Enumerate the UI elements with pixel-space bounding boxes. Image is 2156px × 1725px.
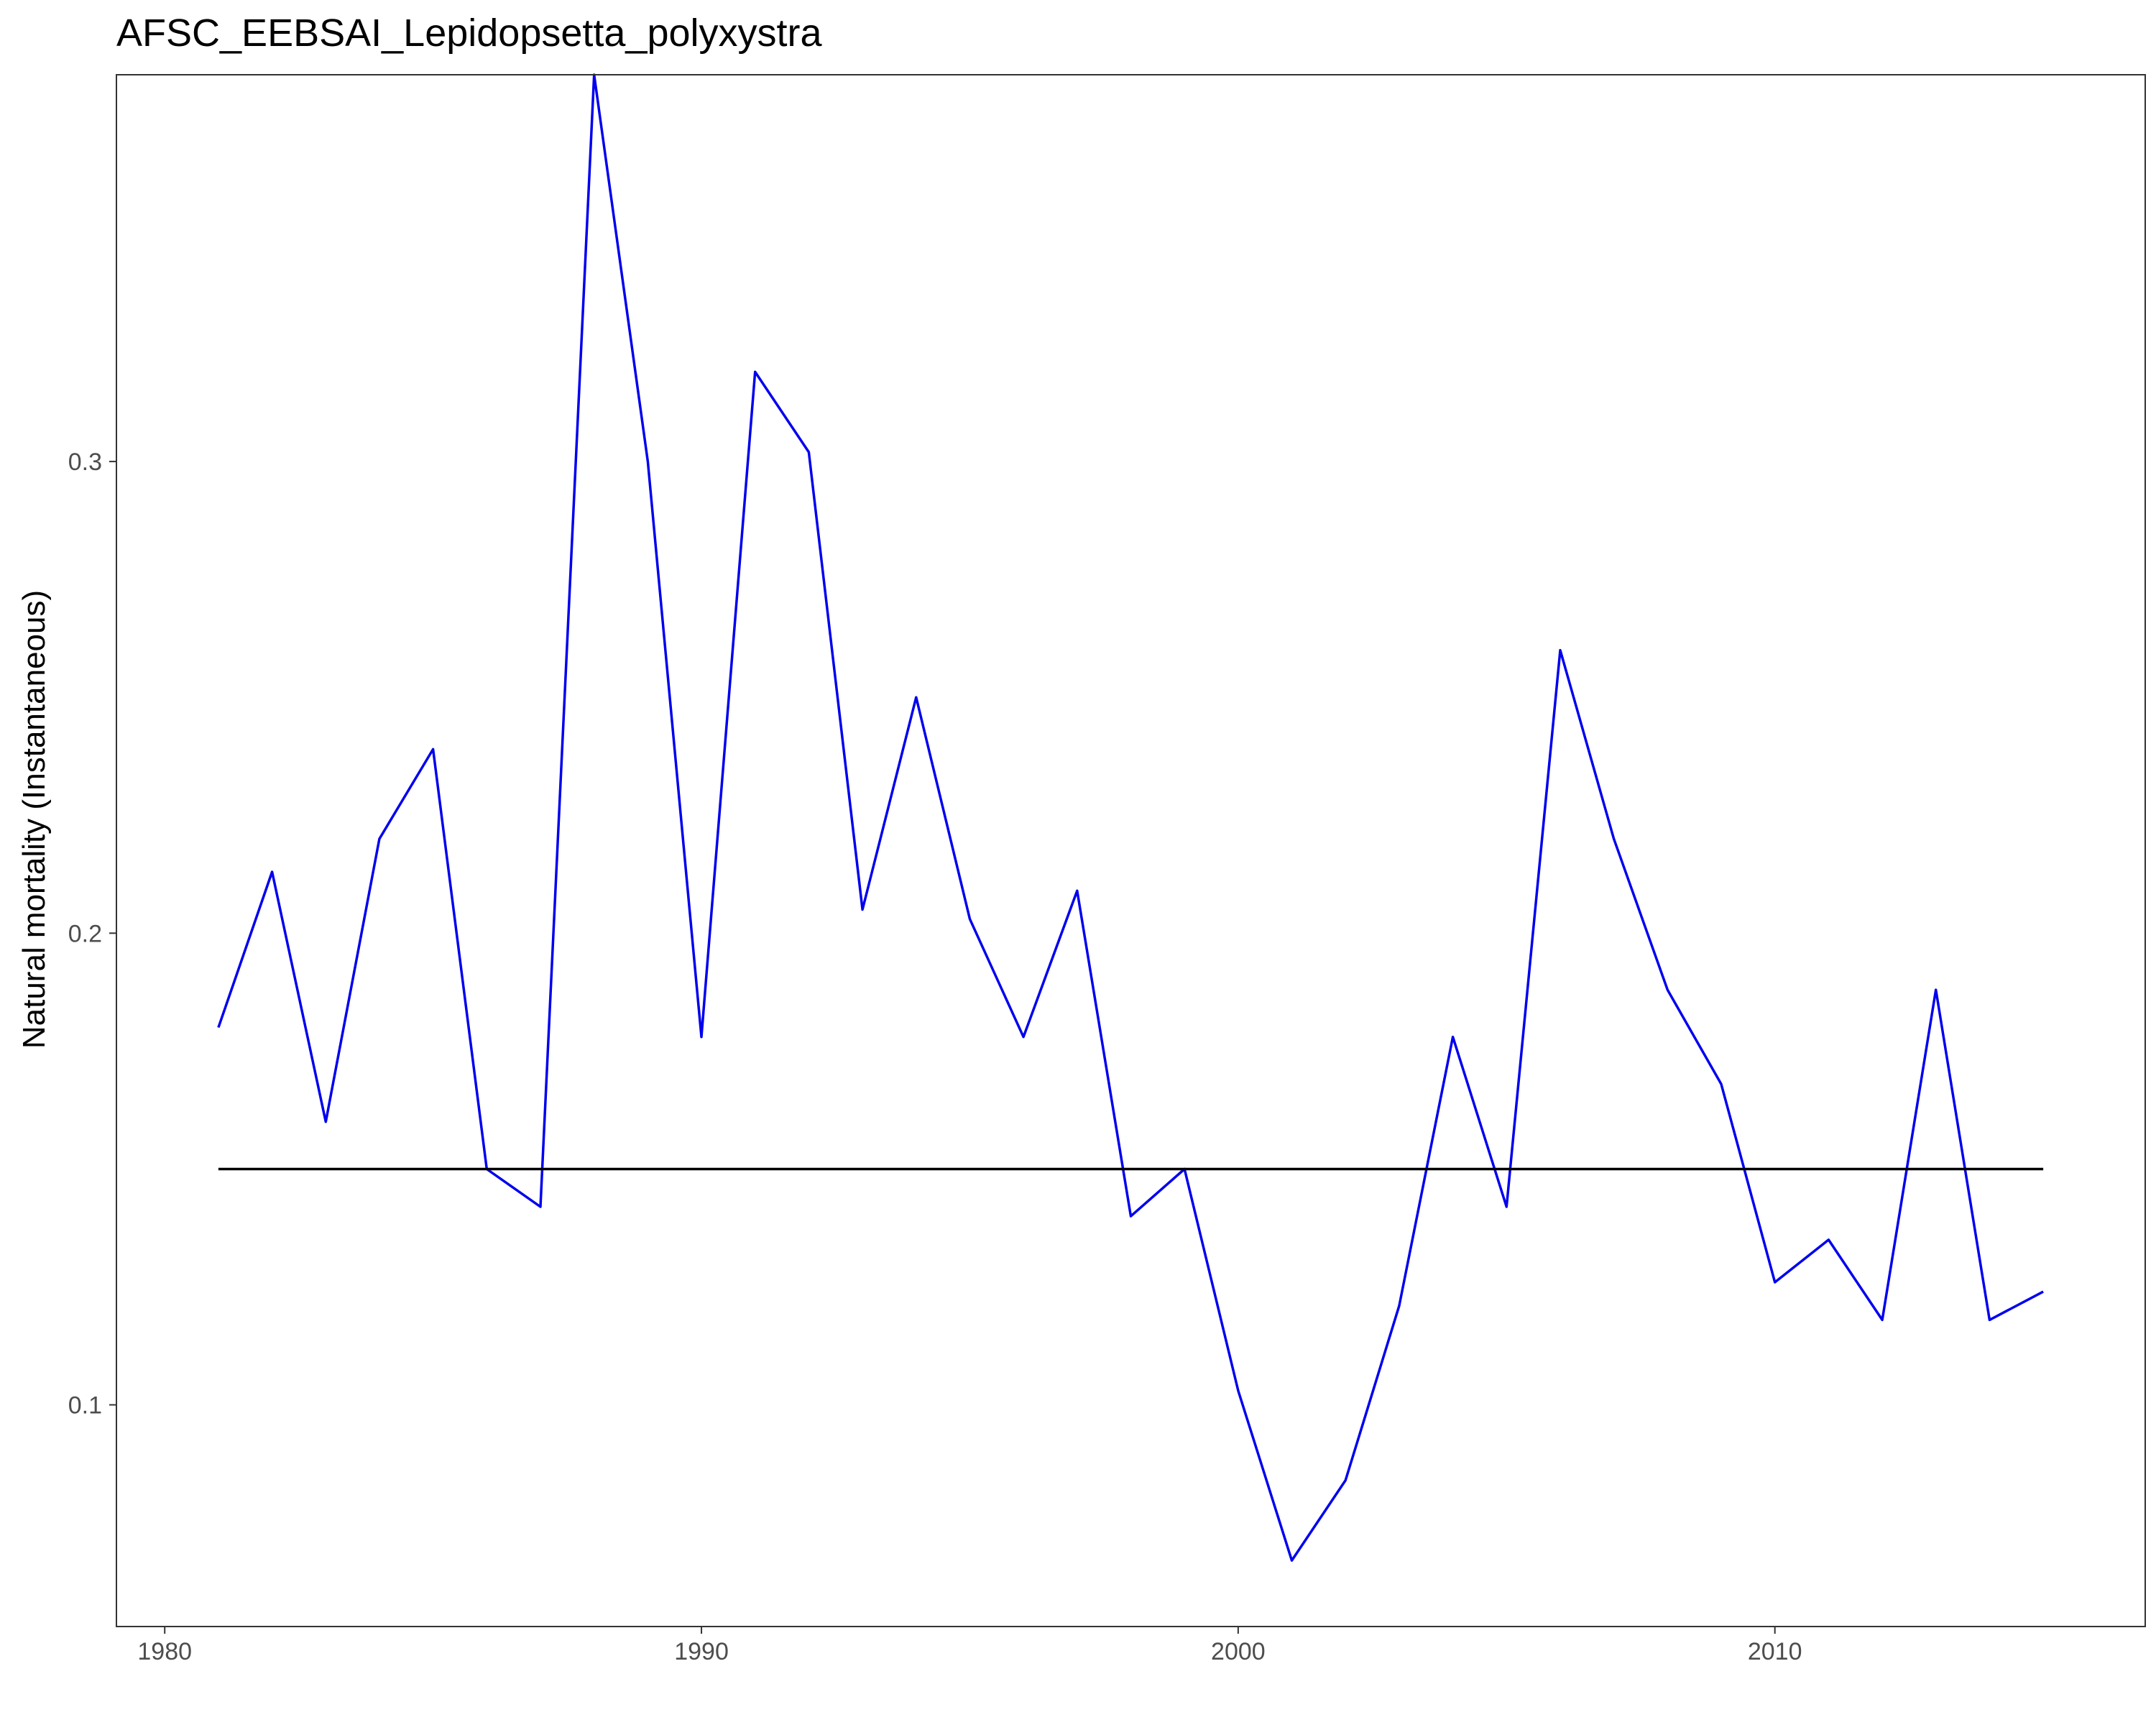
- x-tick-label: 1980: [137, 1638, 192, 1665]
- x-tick-label: 1990: [674, 1638, 729, 1665]
- chart-title: AFSC_EEBSAI_Lepidopsetta_polyxystra: [116, 12, 823, 55]
- y-tick-label: 0.1: [68, 1392, 102, 1420]
- plot-panel-border: [116, 74, 2146, 1627]
- y-tick-label: 0.2: [68, 920, 102, 947]
- y-tick-label: 0.3: [68, 448, 102, 476]
- ticks-layer: 1980 1990 2000 2010 0.1 0.2 0.3: [68, 448, 1802, 1665]
- series-layer: [217, 73, 2044, 1562]
- y-axis-title: Natural mortality (Instantaneous): [17, 590, 52, 1049]
- series-line-mortality: [217, 73, 2044, 1562]
- x-tick-label: 2010: [1748, 1638, 1802, 1665]
- x-tick-label: 2000: [1211, 1638, 1266, 1665]
